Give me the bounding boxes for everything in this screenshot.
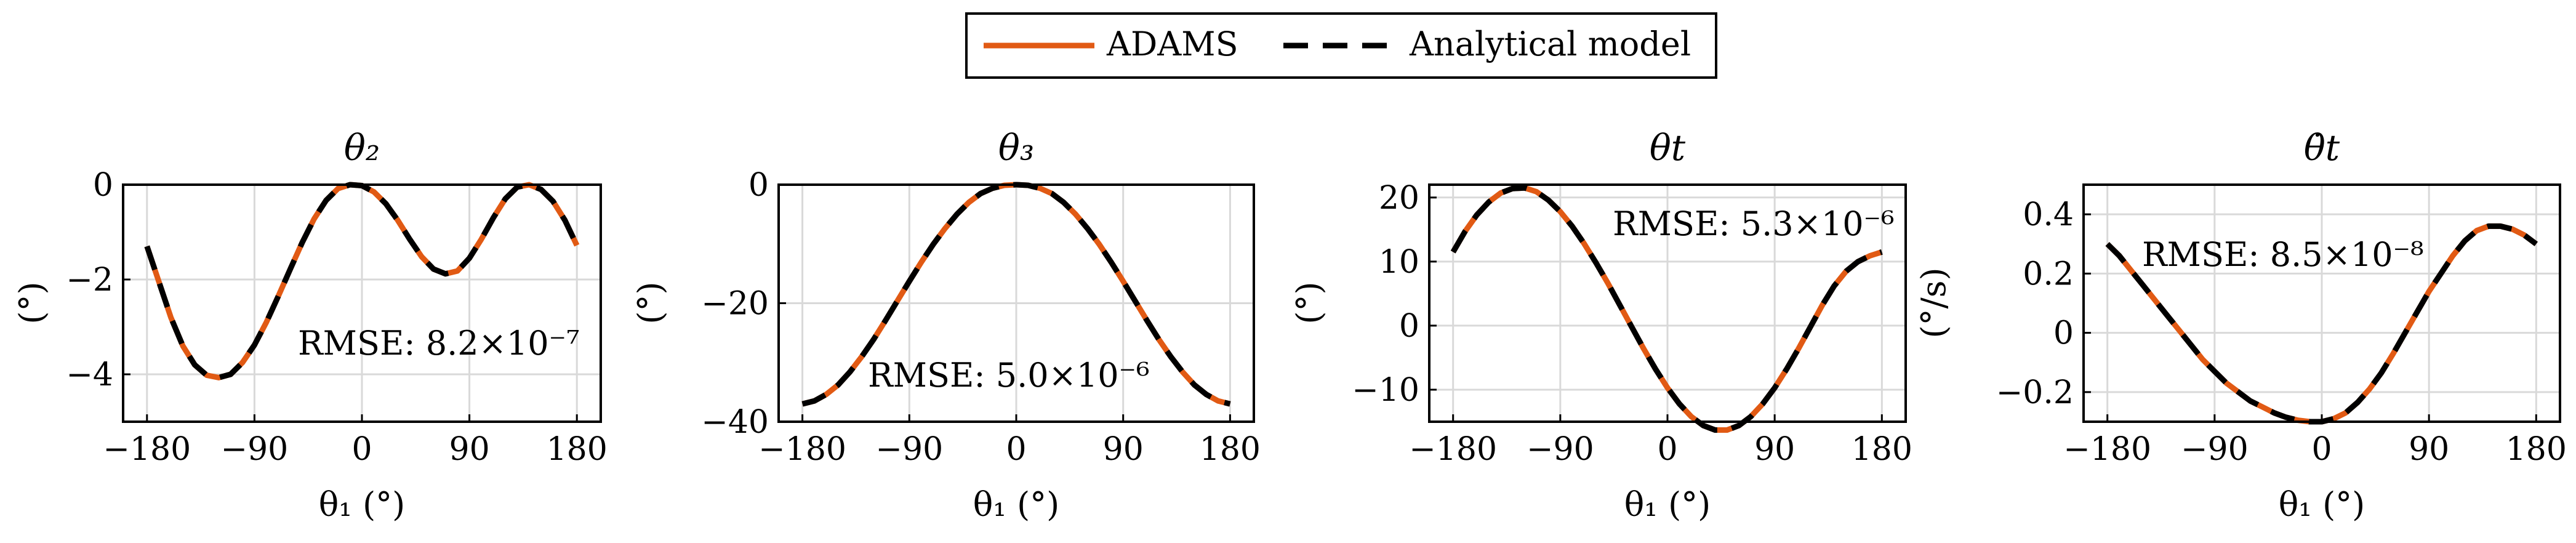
y-tick-label: 0 [1399, 308, 1419, 345]
x-tick-label: −180 [1409, 431, 1497, 468]
chart-panel-theta2: θ₂ −4 −2 0 −180 −90 0 90 180 RMSE: 8.2×10⁻⁷ (°… [12, 127, 608, 524]
y-tick-label: −2 [66, 262, 113, 299]
x-tick-label: −180 [758, 431, 846, 468]
legend: ADAMS Analytical model [965, 12, 1717, 79]
x-tick-label: −180 [103, 431, 191, 468]
y-tick-label: 0.2 [2023, 255, 2074, 292]
y-tick-label: 0 [93, 167, 113, 204]
x-tick-label: −90 [1527, 431, 1594, 468]
x-tick-label: −90 [875, 431, 943, 468]
x-tick-label: −90 [221, 431, 289, 468]
x-tick-label: −180 [2063, 431, 2151, 468]
rmse-annotation: RMSE: 5.3×10⁻⁶ [1613, 204, 1895, 243]
plot-frame [777, 183, 1255, 423]
y-tick-label: 20 [1379, 180, 1419, 217]
x-tick-label: 90 [2409, 431, 2449, 468]
x-tick-label: 90 [1103, 431, 1144, 468]
y-tick-labels: −4 −2 0 [66, 167, 113, 393]
grid-lines [2084, 185, 2560, 422]
y-tick-label: −10 [1352, 372, 1419, 409]
y-axis-label: (°) [631, 281, 670, 324]
x-tick-label: −90 [2181, 431, 2249, 468]
chart-title: θ̇t [2304, 127, 2340, 169]
y-axis-label: (°/s) [1914, 267, 1953, 338]
x-tick-label: 180 [1852, 431, 1912, 468]
plot-frame [1428, 183, 1907, 423]
x-tick-labels: −180 −90 0 90 180 [103, 431, 607, 468]
legend-label-adams: ADAMS [1106, 25, 1238, 63]
y-tick-label: 0 [748, 167, 769, 204]
y-tick-label: 0.4 [2023, 196, 2074, 233]
y-tick-labels: −10 0 10 20 [1352, 180, 1419, 409]
y-tick-label: 10 [1379, 244, 1419, 281]
x-tick-labels: −180 −90 0 90 180 [758, 431, 1261, 468]
x-tick-label: 180 [1200, 431, 1261, 468]
chart-panel-thetat: θt −10 0 10 20 −180 −90 0 90 180 RMSE: 5.3×10⁻⁶… [1290, 127, 1912, 524]
x-tick-labels: −180 −90 0 90 180 [2063, 431, 2567, 468]
rmse-annotation: RMSE: 8.5×10⁻⁸ [2142, 235, 2424, 274]
x-tick-label: 0 [1006, 431, 1026, 468]
plot-frame [122, 183, 602, 423]
y-tick-label: 0 [2053, 315, 2074, 352]
chart-title: θt [1650, 127, 1686, 169]
series-line-analytical [1450, 185, 1883, 433]
x-axis-label: θ₁ (°) [319, 485, 405, 524]
x-tick-label: 180 [547, 431, 608, 468]
chart-panel-theta3: θ₃ −40−200 −180 −90 0 90 180 RMSE: 5.0×10⁻⁶ … [631, 127, 1261, 524]
chart-panel-thetat-dot: θ̇t −0.2 0 0.2 0.4 −180 −90 0 90 180 RMSE: 8.5×… [1914, 127, 2567, 524]
y-axis-label: (°) [12, 281, 51, 324]
legend-label-analytical: Analytical model [1409, 25, 1691, 63]
x-tick-label: 90 [449, 431, 490, 468]
plot-frame [2082, 183, 2561, 423]
grid-lines [123, 183, 601, 422]
x-axis-label: θ₁ (°) [2279, 485, 2365, 524]
x-tick-label: 0 [1657, 431, 1677, 468]
x-tick-label: 180 [2506, 431, 2567, 468]
x-tick-label: 0 [351, 431, 372, 468]
x-axis-label: θ₁ (°) [973, 485, 1059, 524]
chart-title: θ₃ [998, 127, 1034, 169]
y-tick-label: −20 [701, 286, 769, 323]
x-tick-labels: −180 −90 0 90 180 [1409, 431, 1912, 468]
y-tick-label: −40 [701, 404, 769, 441]
grid-lines [1429, 185, 1906, 422]
y-tick-label: −0.2 [1996, 374, 2074, 411]
y-axis-label: (°) [1290, 281, 1328, 324]
rmse-annotation: RMSE: 8.2×10⁻⁷ [298, 324, 580, 363]
x-tick-label: 0 [2311, 431, 2332, 468]
x-tick-label: 90 [1754, 431, 1795, 468]
rmse-annotation: RMSE: 5.0×10⁻⁶ [868, 356, 1150, 395]
y-tick-labels: −0.2 0 0.2 0.4 [1996, 196, 2074, 411]
y-tick-labels: −40 −20 0 [701, 167, 769, 441]
x-axis-label: θ₁ (°) [1624, 485, 1711, 524]
y-tick-label: −4 [66, 356, 113, 393]
chart-title: θ₂ [344, 127, 380, 169]
line-series [1450, 185, 1883, 433]
